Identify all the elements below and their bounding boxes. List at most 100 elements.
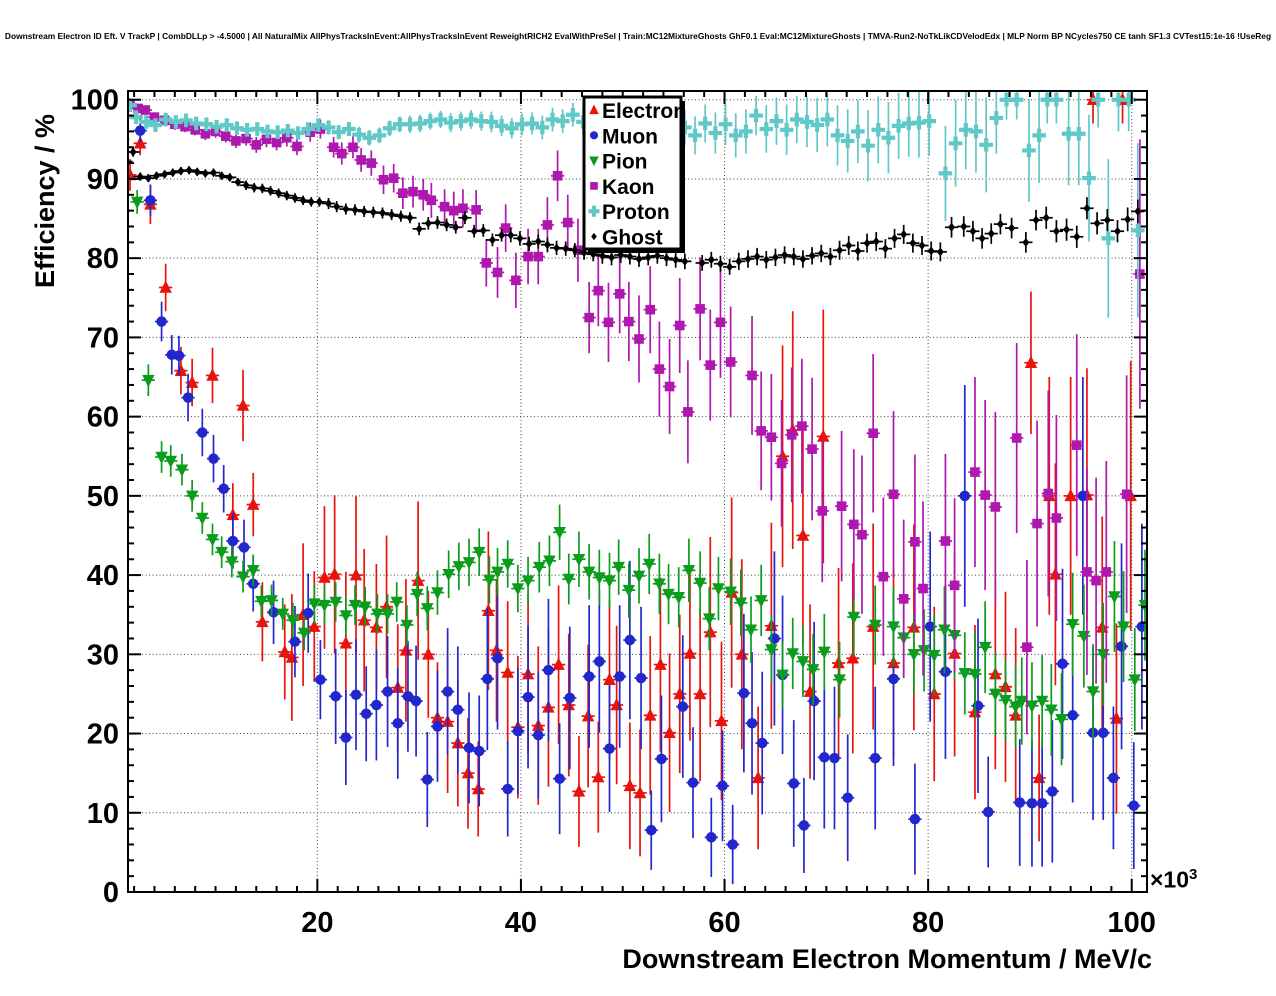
data-point-marker — [584, 312, 594, 323]
data-point-marker — [159, 280, 172, 293]
data-point-marker — [1014, 797, 1026, 808]
data-point-marker — [572, 553, 586, 567]
data-point-marker — [507, 230, 515, 240]
data-point-marker — [734, 597, 748, 610]
data-point-marker — [1082, 567, 1092, 577]
data-point-marker — [1066, 618, 1079, 632]
data-point-marker — [808, 251, 816, 261]
data-point-marker — [989, 688, 1002, 702]
data-point-marker — [179, 113, 193, 128]
data-point-marker — [378, 174, 389, 185]
data-point-marker — [534, 237, 542, 247]
x-axis-exponent: ×103 — [1150, 866, 1198, 893]
data-point-marker — [753, 252, 761, 262]
legend-item-muon: Muon — [589, 125, 658, 148]
data-point-marker — [1121, 489, 1132, 500]
data-point-marker — [707, 255, 715, 265]
x-tick-label: 40 — [505, 907, 537, 939]
data-point-marker — [129, 110, 143, 124]
data-point-marker — [238, 542, 250, 553]
data-point-marker — [1063, 225, 1071, 235]
data-point-marker — [810, 118, 824, 132]
data-point-marker — [817, 429, 830, 442]
data-point-marker — [422, 774, 433, 785]
data-point-marker — [912, 115, 926, 130]
data-point-marker — [382, 121, 397, 136]
data-point-marker — [693, 577, 707, 591]
data-point-marker — [1071, 440, 1082, 450]
data-point-marker — [142, 374, 155, 388]
data-point-marker — [999, 92, 1014, 107]
data-point-marker — [1108, 772, 1119, 784]
data-point-marker — [654, 657, 667, 670]
data-point-marker — [614, 289, 625, 299]
data-point-marker — [1043, 488, 1054, 499]
data-point-marker — [704, 625, 717, 638]
data-point-marker — [282, 132, 292, 143]
data-point-marker — [158, 112, 173, 127]
data-point-marker — [318, 570, 331, 583]
data-point-marker — [909, 238, 917, 248]
data-point-marker — [612, 561, 625, 575]
data-point-marker — [786, 648, 799, 661]
data-point-marker — [369, 207, 377, 217]
data-point-marker — [342, 204, 350, 214]
data-point-marker — [562, 573, 575, 587]
data-point-marker — [979, 138, 993, 152]
data-point-marker — [388, 210, 396, 220]
data-point-marker — [230, 121, 244, 136]
data-point-marker — [399, 643, 413, 656]
data-point-marker — [174, 363, 188, 376]
data-point-marker — [200, 128, 211, 139]
data-point-marker — [739, 124, 753, 139]
data-point-marker — [164, 455, 177, 469]
data-point-marker — [406, 213, 414, 223]
data-point-marker — [370, 620, 383, 633]
data-point-marker — [491, 566, 504, 580]
data-point-marker — [907, 649, 921, 662]
data-point-marker — [978, 641, 992, 655]
data-point-marker — [382, 686, 393, 697]
data-point-marker — [603, 317, 614, 328]
data-point-marker — [817, 248, 825, 258]
data-point-marker — [220, 131, 231, 141]
data-point-marker — [358, 601, 372, 614]
data-point-marker — [241, 133, 251, 144]
data-point-marker — [177, 166, 185, 176]
data-point-marker — [891, 119, 906, 133]
y-tick-label: 20 — [87, 719, 119, 751]
data-point-marker — [832, 655, 845, 669]
data-point-marker — [987, 229, 995, 239]
data-point-marker — [473, 745, 485, 757]
data-point-marker — [830, 128, 845, 143]
data-point-marker — [715, 713, 728, 727]
data-point-marker — [572, 784, 586, 797]
data-point-marker — [351, 205, 359, 215]
data-point-marker — [333, 202, 341, 212]
data-point-marker — [918, 583, 928, 594]
data-point-marker — [502, 783, 513, 795]
data-point-marker — [173, 350, 185, 361]
data-point-marker — [583, 671, 595, 682]
data-point-marker — [1008, 223, 1016, 233]
data-point-marker — [847, 611, 861, 625]
data-point-marker — [728, 128, 743, 143]
data-point-marker — [673, 686, 686, 700]
data-point-marker — [928, 649, 941, 663]
data-point-marker — [1086, 686, 1100, 699]
data-point-marker — [808, 695, 820, 707]
data-point-marker — [268, 607, 279, 618]
data-point-marker — [589, 131, 599, 140]
data-point-marker — [492, 267, 503, 278]
data-point-marker — [1024, 355, 1038, 369]
data-point-marker — [418, 189, 429, 200]
data-point-marker — [1052, 226, 1060, 236]
data-point-marker — [653, 578, 666, 591]
data-point-marker — [140, 105, 151, 115]
data-point-marker — [594, 656, 605, 667]
data-point-marker — [378, 208, 386, 218]
data-point-marker — [654, 364, 665, 374]
data-point-marker — [1131, 223, 1145, 238]
data-point-marker — [938, 624, 951, 637]
